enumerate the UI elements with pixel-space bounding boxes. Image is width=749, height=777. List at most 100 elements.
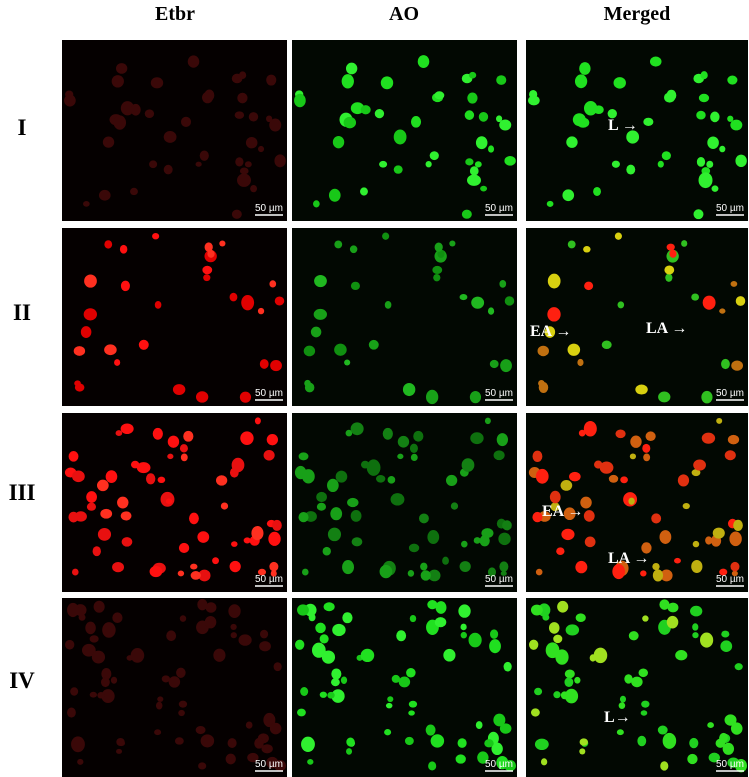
cell [248, 112, 259, 122]
panel: 50 µm [62, 40, 287, 221]
cell [327, 478, 339, 493]
cell [712, 527, 725, 539]
cell [395, 498, 403, 505]
cell [503, 661, 512, 672]
cell [577, 358, 584, 367]
cell [239, 167, 249, 175]
cell [429, 151, 439, 161]
cell [502, 520, 512, 531]
cell [707, 722, 714, 729]
cell [583, 510, 595, 522]
cell [499, 561, 509, 572]
cell [455, 754, 466, 764]
cell [179, 444, 188, 453]
cell [235, 157, 244, 167]
cell [407, 570, 415, 577]
cell [73, 346, 86, 356]
cell [269, 722, 282, 735]
cell [408, 700, 418, 708]
cell [629, 453, 637, 460]
panel: 50 µm [526, 228, 748, 406]
cell [608, 474, 619, 483]
cell [584, 281, 594, 291]
cell [350, 422, 364, 436]
cell [150, 77, 164, 89]
cell [86, 491, 97, 503]
cell [617, 301, 625, 309]
cell [413, 430, 424, 442]
row-label: II [13, 300, 31, 325]
panel: 50 µm [526, 40, 748, 221]
cell [435, 601, 447, 614]
cell [72, 470, 85, 483]
cell [719, 308, 726, 314]
cell [260, 629, 269, 639]
cell [254, 737, 264, 749]
cell [722, 742, 735, 755]
cell [274, 296, 285, 306]
cell [579, 748, 586, 755]
cell [624, 674, 633, 684]
cell [266, 115, 273, 123]
cell [101, 668, 112, 680]
cell [504, 296, 515, 306]
cell [152, 427, 163, 440]
cell [404, 736, 414, 746]
cell [311, 642, 326, 658]
cell [295, 639, 305, 650]
cell [409, 614, 417, 623]
cell [145, 473, 156, 485]
cell [529, 639, 539, 650]
cell [643, 117, 654, 126]
cell [628, 497, 635, 505]
cell [410, 116, 422, 128]
cell [71, 568, 79, 576]
cell [449, 240, 456, 247]
cell [719, 145, 726, 153]
cell [700, 71, 708, 80]
cell [607, 108, 617, 119]
cell [257, 145, 265, 153]
cell [257, 568, 266, 576]
cell [398, 676, 411, 688]
cell [576, 117, 590, 128]
cell [195, 725, 206, 735]
cell [237, 92, 248, 104]
cell [468, 71, 477, 79]
cell [660, 761, 669, 771]
cell [547, 307, 561, 322]
cell [269, 118, 282, 132]
cell [410, 453, 418, 462]
cell [667, 602, 679, 613]
cell [567, 240, 576, 249]
cell [574, 676, 581, 684]
cell [314, 275, 327, 288]
cell [152, 232, 160, 240]
cell [349, 245, 358, 254]
cell [530, 604, 543, 616]
cell [331, 668, 342, 680]
cell [298, 452, 309, 461]
cell [120, 511, 132, 521]
cell [491, 742, 503, 756]
cell [724, 450, 736, 461]
cell [303, 345, 316, 357]
cell [64, 94, 76, 107]
cell [115, 63, 128, 74]
cell [674, 557, 681, 564]
cell [427, 530, 440, 545]
cell [157, 696, 164, 702]
cell [498, 532, 511, 546]
cell [642, 443, 651, 453]
cell [130, 103, 141, 116]
cell [220, 502, 229, 510]
cell [130, 460, 140, 469]
cell [334, 343, 347, 356]
cell [669, 249, 677, 258]
cell [692, 623, 699, 631]
cell [427, 600, 438, 610]
cell [721, 358, 730, 370]
cell [340, 676, 348, 685]
cell [666, 243, 675, 251]
cell [562, 189, 575, 202]
